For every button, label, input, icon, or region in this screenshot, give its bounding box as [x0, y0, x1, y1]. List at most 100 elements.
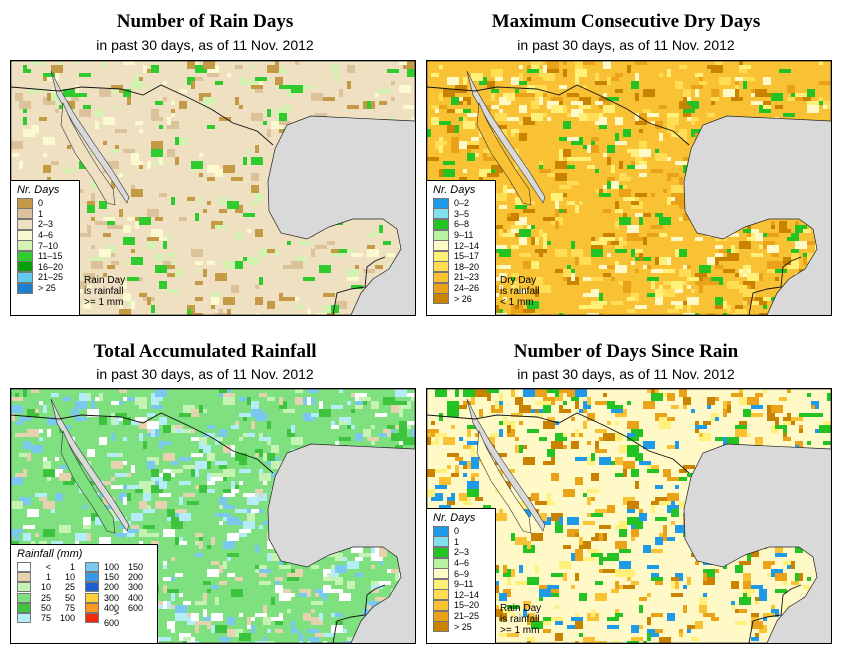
legend-swatch	[433, 557, 449, 569]
legend-entry: 24–26	[427, 282, 495, 294]
legend-entry: 0	[427, 525, 495, 537]
panel-dry-days: Maximum Consecutive Dry Days in past 30 …	[421, 0, 832, 318]
baja-peninsula	[476, 429, 532, 534]
legend-swatch	[433, 568, 449, 580]
legend-label: 18–20	[454, 261, 480, 272]
legend-entry: 1	[427, 536, 495, 548]
legend-label: 1	[38, 208, 44, 219]
legend-entry: 18–20	[427, 261, 495, 273]
legend-entry: 0–2	[427, 197, 495, 209]
legend-label: 16–20	[38, 261, 64, 272]
legend-swatch	[433, 610, 449, 622]
since-rain-legend: Nr. Days 0 1 2–3 4–6 6–9 9–11 12–14 15–20 21–25 >…	[427, 508, 496, 643]
legend-entry: 6–9	[427, 568, 495, 580]
panel-subtitle: in past 30 days, as of 11 Nov. 2012	[96, 366, 314, 382]
panel-since-rain: Number of Days Since Rain in past 30 day…	[421, 330, 832, 658]
legend-entry: 300 400	[85, 592, 143, 603]
legend-label: 21–23	[454, 272, 480, 283]
legend-label: 7–10	[38, 240, 59, 251]
legend-swatch	[433, 536, 449, 548]
legend-range-low: 200	[103, 582, 119, 593]
legend-range-low: 300	[103, 592, 119, 603]
legend-entry: 150 200	[85, 572, 143, 583]
legend-entry: 4–6	[11, 229, 79, 241]
legend-entry: 75 100	[17, 613, 75, 624]
panel-title: Number of Rain Days	[116, 11, 294, 32]
country-border	[427, 84, 690, 146]
legend-title: Rainfall (mm)	[17, 548, 83, 560]
panel-title: Number of Days Since Rain	[513, 341, 739, 362]
legend-label: 21–25	[454, 611, 480, 622]
country-border	[748, 256, 802, 315]
legend-swatch	[433, 589, 449, 601]
legend-label: 9–11	[454, 579, 474, 590]
legend-entry: 12–14	[427, 240, 495, 252]
legend-swatch	[433, 599, 449, 611]
legend-label: 0	[454, 526, 460, 537]
legend-swatch	[17, 602, 31, 613]
legend-entry: 1 10	[17, 572, 75, 583]
legend-entry: 10 25	[17, 582, 75, 593]
legend-range-high: 75	[64, 602, 75, 613]
legend-swatch	[17, 613, 31, 624]
legend-swatch	[85, 592, 99, 603]
coastline	[11, 389, 415, 643]
panel-title: Maximum Consecutive Dry Days	[491, 11, 761, 32]
legend-entry: 1	[11, 208, 79, 220]
legend-range-high: 10	[64, 572, 75, 583]
gulf-of-california	[466, 70, 546, 204]
legend-swatch	[17, 562, 31, 573]
legend-title: Nr. Days	[17, 184, 60, 196]
legend-swatch	[85, 613, 99, 624]
legend-label: 0–2	[454, 198, 470, 209]
legend-label: 2–3	[454, 547, 470, 558]
rainfall-legend: Rainfall (mm) <1 1 10 10 25 25 50 50 75 75 100 100…	[11, 544, 158, 643]
legend-range-low: 75	[40, 613, 51, 624]
legend-swatch	[85, 572, 99, 583]
legend-range-high: 150	[127, 562, 143, 573]
legend-swatch	[17, 240, 33, 252]
legend-entry: 0	[11, 197, 79, 209]
rain-day-definition-note: Rain Day is rainfall >= 1 mm	[84, 275, 126, 308]
legend-range-high: 50	[64, 592, 75, 603]
legend-swatch	[433, 208, 449, 220]
legend-swatch	[17, 218, 33, 230]
legend-entry: 50 75	[17, 602, 75, 613]
legend-entry: 15–17	[427, 250, 495, 262]
legend-range-low: 10	[40, 582, 51, 593]
legend-swatch	[433, 578, 449, 590]
legend-label: > 26	[454, 293, 472, 304]
legend-swatch	[433, 229, 449, 241]
legend-swatch	[17, 197, 33, 209]
gulf-of-california	[50, 70, 130, 204]
coastline	[11, 61, 415, 315]
legend-swatch	[85, 562, 99, 573]
legend-entry: 6–8	[427, 218, 495, 230]
legend-range-high: 1	[69, 562, 75, 573]
legend-entry: 100 150	[85, 562, 143, 573]
legend-entry: 21–25	[11, 271, 79, 283]
legend-label: 2–3	[38, 219, 54, 230]
coastline	[427, 389, 831, 643]
coastline	[427, 61, 831, 315]
legend-swatch	[85, 602, 99, 613]
legend-range-low: 150	[103, 572, 119, 583]
dry-days-map: Nr. Days 0–2 3–5 6–8 9–11 12–14 15–17 18–20 21–…	[426, 60, 832, 316]
legend-range-low: 25	[40, 592, 51, 603]
panel-rainfall: Total Accumulated Rainfall in past 30 da…	[0, 330, 416, 658]
gulf-of-california	[50, 398, 130, 532]
legend-swatch	[17, 229, 33, 241]
legend-range-low: <	[45, 562, 51, 573]
country-border	[11, 84, 274, 146]
legend-range-high: 300	[127, 582, 143, 593]
legend-entry: 21–23	[427, 271, 495, 283]
legend-swatch	[17, 582, 31, 593]
legend-swatch	[433, 282, 449, 294]
country-border	[427, 412, 690, 474]
legend-swatch	[85, 582, 99, 593]
legend-swatch	[433, 197, 449, 209]
legend-swatch	[433, 546, 449, 558]
legend-entry: 4–6	[427, 557, 495, 569]
dry-day-definition-note: Dry Day is rainfall < 1 mm	[500, 275, 540, 308]
legend-label: 0	[38, 198, 44, 209]
